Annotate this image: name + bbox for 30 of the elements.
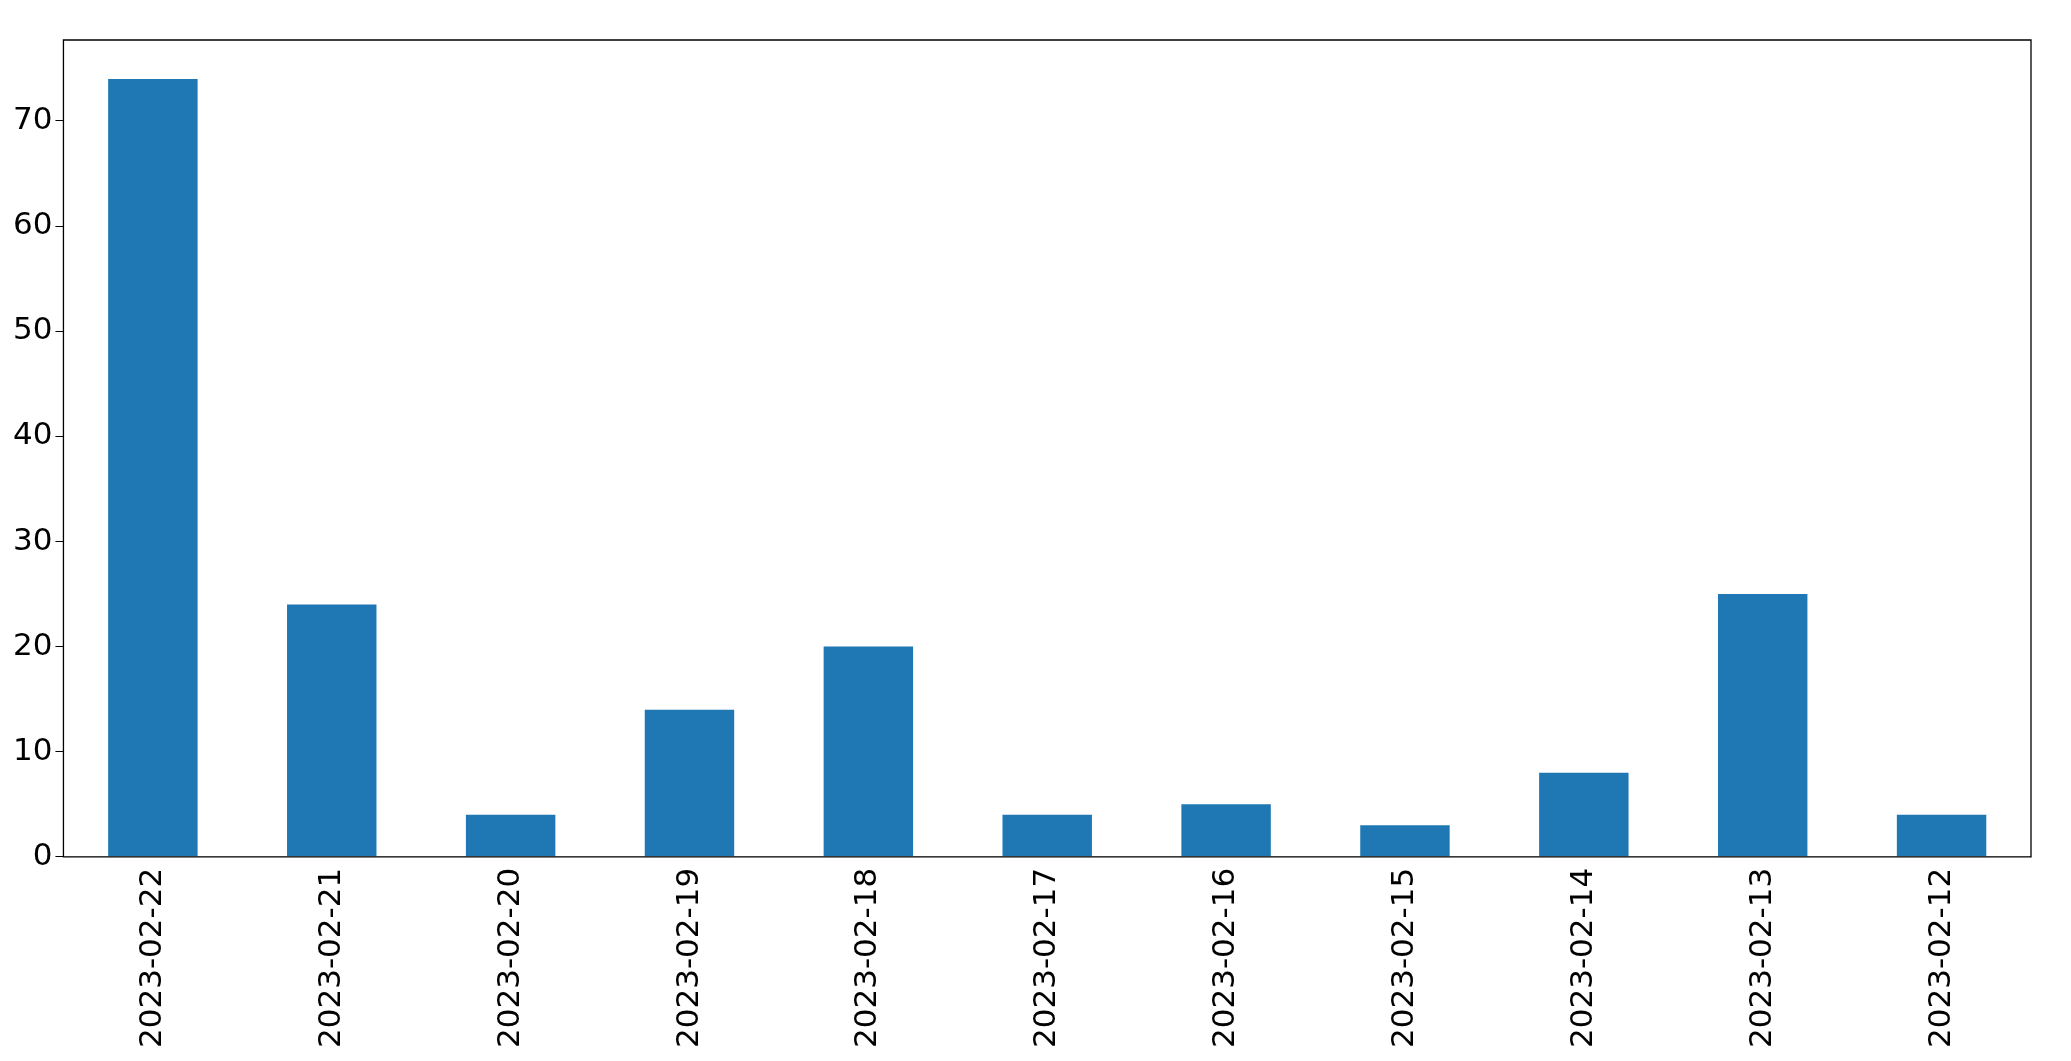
y-tick-label: 60 [12,205,53,242]
x-tick-label: 2023-02-12 [1920,867,1957,1049]
bar [823,646,914,857]
x-tick-label: 2023-02-19 [668,867,705,1049]
bar [465,814,556,857]
bar [644,709,735,857]
y-tick-label: 30 [12,520,53,557]
bar [108,78,198,857]
bar [1896,814,1987,857]
y-tick-label: 70 [12,100,53,136]
bar [1360,825,1450,857]
y-tick-label: 40 [12,415,53,452]
bar [1539,772,1629,857]
x-tick-label: 2023-02-22 [131,867,168,1049]
x-tick-label: 2023-02-13 [1741,867,1778,1049]
y-tick-label: 10 [12,730,53,767]
bar [287,604,377,857]
x-tick-label: 2023-02-17 [1026,867,1063,1049]
x-tick-label: 2023-02-21 [310,867,347,1049]
y-tick-label: 0 [32,835,53,872]
x-tick-label: 2023-02-16 [1205,867,1242,1049]
x-tick-label: 2023-02-20 [489,867,526,1049]
bar [1002,814,1092,857]
y-tick-label: 20 [12,625,53,662]
x-tick-label: 2023-02-14 [1562,867,1599,1049]
bar [1181,804,1271,857]
x-tick-label: 2023-02-15 [1384,867,1421,1049]
y-tick-label: 50 [12,310,53,347]
bar [1717,594,1808,857]
x-tick-label: 2023-02-18 [847,867,884,1049]
